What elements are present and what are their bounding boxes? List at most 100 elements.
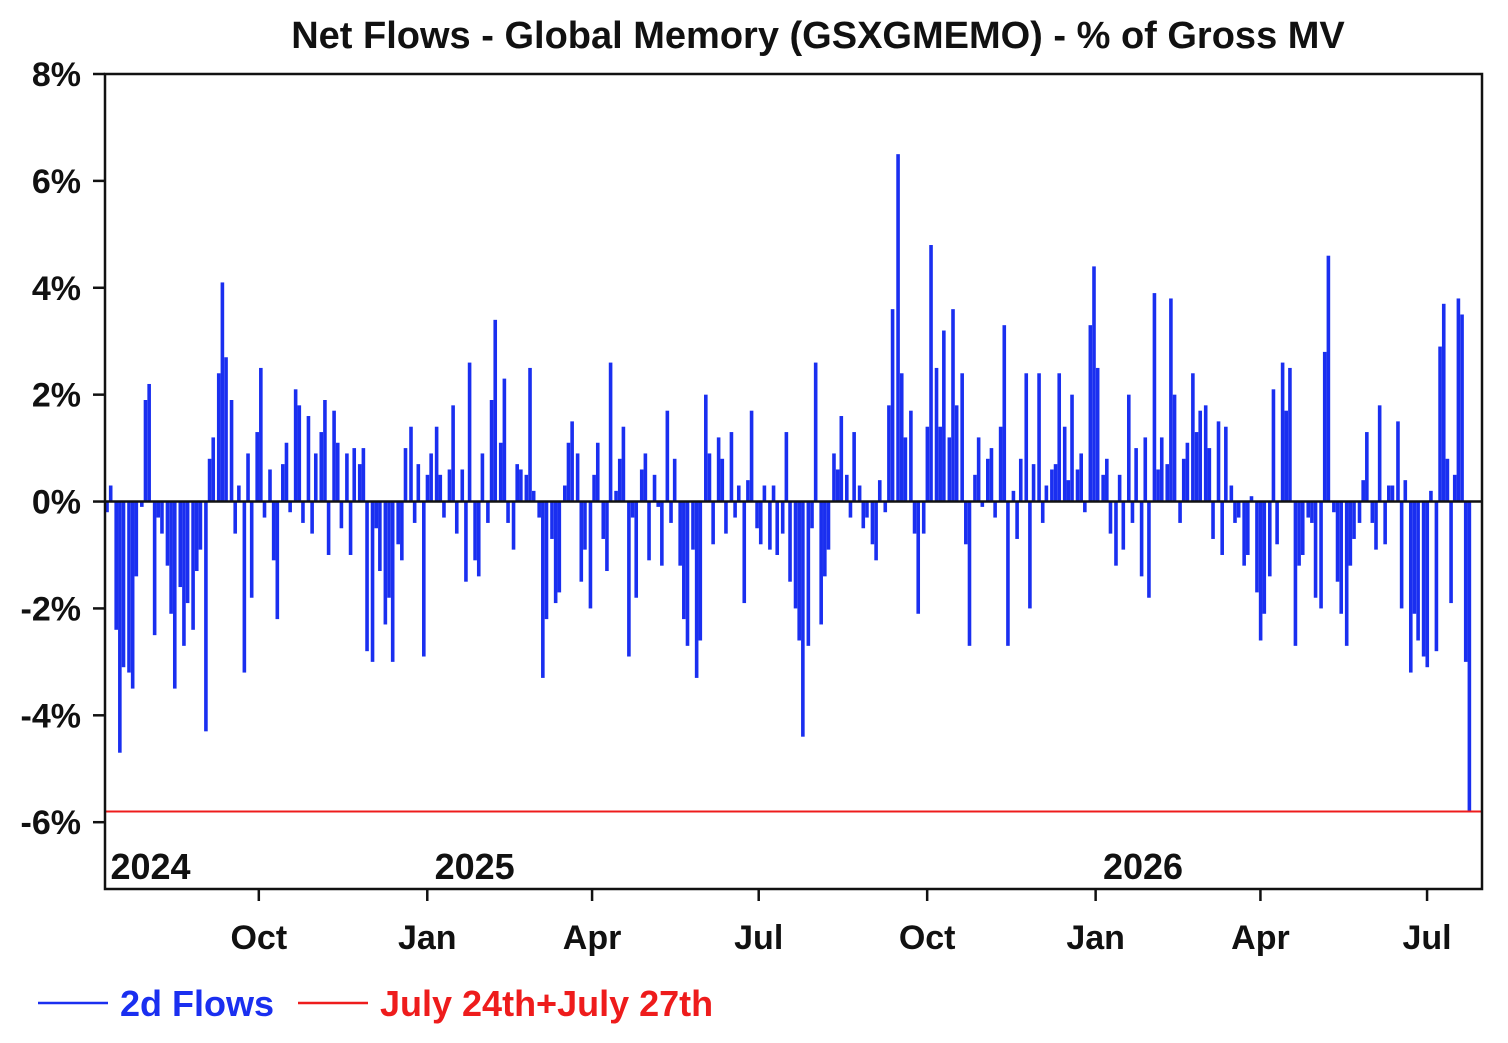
flow-bar	[1416, 501, 1420, 641]
flow-bar	[246, 453, 250, 502]
flow-bar	[544, 501, 549, 620]
flow-bar	[400, 501, 404, 561]
flow-bar	[921, 501, 926, 534]
flow-bar	[1408, 501, 1413, 673]
flow-bar	[361, 448, 366, 502]
flow-bar	[557, 501, 562, 593]
flow-bar	[899, 373, 904, 502]
x-tick-label: Jan	[398, 919, 457, 957]
x-tick-label: Apr	[1231, 919, 1290, 957]
flow-bar	[1050, 469, 1054, 502]
flow-bar	[422, 501, 426, 657]
flow-bar	[1172, 394, 1177, 502]
flow-bar	[916, 501, 921, 614]
flow-bar	[1403, 480, 1408, 502]
flow-bar	[191, 501, 195, 630]
flow-bar	[1114, 501, 1118, 566]
y-tick-label: 6%	[32, 163, 81, 201]
flow-bar	[1134, 448, 1138, 502]
flow-bar	[835, 469, 840, 502]
flow-bar	[998, 426, 1003, 502]
flow-bar	[1053, 464, 1058, 502]
flow-bar	[348, 501, 353, 555]
flow-bar	[762, 485, 767, 502]
flow-bar	[326, 501, 331, 555]
flow-bar	[942, 330, 946, 502]
flow-bar	[1203, 405, 1208, 502]
flow-bar	[601, 501, 606, 539]
year-labels: 2024 2025 2026	[110, 846, 1183, 887]
flow-bar	[313, 453, 318, 502]
flow-bar	[1390, 485, 1395, 502]
flow-bar	[627, 501, 631, 657]
flow-bar	[1044, 485, 1049, 502]
flow-bar	[614, 490, 618, 502]
flow-bar	[207, 458, 212, 502]
flow-bar	[275, 501, 280, 620]
flow-bar	[352, 448, 357, 502]
legend-label-reference: July 24th+July 27th	[380, 983, 713, 1024]
flow-bar	[1191, 373, 1195, 502]
flow-bar	[1319, 501, 1323, 609]
flow-bar	[797, 501, 801, 641]
flow-bar	[498, 442, 503, 502]
flow-bar	[1181, 458, 1186, 502]
flow-bar	[108, 485, 113, 502]
flow-bar	[553, 501, 558, 604]
flow-bar	[429, 453, 433, 502]
flow-bar	[819, 501, 823, 625]
flow-bar	[1313, 501, 1318, 598]
flow-bar	[1267, 501, 1272, 577]
flow-bar	[1018, 458, 1023, 502]
flow-bar	[1399, 501, 1404, 609]
y-tick-label: 2%	[32, 377, 81, 415]
flow-bar	[694, 501, 699, 678]
flow-bar	[563, 485, 567, 502]
flow-bar	[1332, 501, 1336, 513]
flow-bar	[1075, 469, 1080, 502]
flow-bar	[890, 309, 895, 502]
flow-bar	[281, 464, 285, 502]
flow-bar	[716, 437, 721, 502]
flow-bar	[1452, 474, 1457, 502]
flow-bar	[511, 501, 516, 550]
flow-bar	[370, 501, 375, 662]
flow-bar	[438, 474, 443, 502]
flow-bar	[262, 501, 267, 518]
flow-bar	[293, 389, 298, 502]
flow-bar	[909, 410, 913, 502]
flow-bar	[1088, 325, 1093, 502]
flow-bar	[1300, 501, 1305, 555]
flow-bar	[1441, 303, 1446, 502]
flow-bar	[1198, 410, 1203, 502]
flow-bar	[848, 501, 853, 518]
flow-bar	[310, 501, 314, 534]
flow-bar	[1306, 501, 1311, 518]
flow-bar	[550, 501, 554, 539]
flow-bar	[156, 501, 161, 518]
flow-bar	[883, 501, 888, 513]
flow-bar	[233, 501, 238, 534]
flow-bar	[268, 469, 272, 502]
flow-bar	[973, 474, 977, 502]
flow-bar	[172, 501, 177, 689]
x-tick-label: Oct	[230, 919, 287, 957]
flow-bar	[442, 501, 446, 518]
flow-bar	[220, 282, 225, 502]
flow-bar	[588, 501, 593, 609]
flow-bar	[473, 501, 477, 561]
y-tick-label: -4%	[21, 697, 81, 735]
flow-bar	[1092, 266, 1096, 502]
flow-bar	[1275, 501, 1279, 545]
flow-bar	[412, 501, 417, 523]
flow-bar	[1348, 501, 1353, 566]
flow-bar	[288, 501, 292, 513]
flow-bar	[224, 357, 228, 502]
flow-bar	[1040, 501, 1045, 523]
x-tick-label: Apr	[563, 919, 622, 957]
flow-bar	[1255, 501, 1259, 593]
y-tick-label: 0%	[32, 484, 81, 522]
flow-bar	[169, 501, 173, 614]
year-label: 2026	[1103, 846, 1183, 887]
